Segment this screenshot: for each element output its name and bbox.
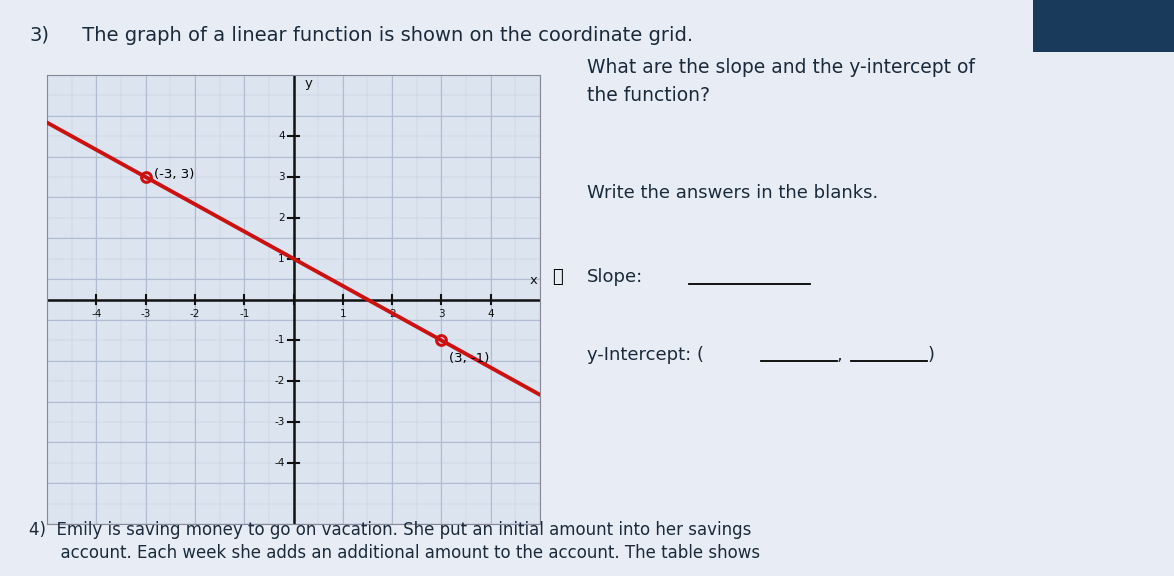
Text: Slope:: Slope: [587, 268, 643, 286]
Text: -3: -3 [141, 309, 150, 319]
Text: 4: 4 [278, 131, 284, 141]
Text: ,: , [837, 346, 843, 363]
Text: ): ) [927, 346, 935, 363]
Text: 1: 1 [278, 253, 284, 264]
Text: -4: -4 [92, 309, 101, 319]
Text: 4)  Emily is saving money to go on vacation. She put an initial amount into her : 4) Emily is saving money to go on vacati… [29, 521, 751, 539]
Text: 1: 1 [339, 309, 346, 319]
Text: 2: 2 [389, 309, 396, 319]
Text: -2: -2 [275, 376, 284, 386]
Text: The graph of a linear function is shown on the coordinate grid.: The graph of a linear function is shown … [76, 26, 694, 45]
Text: 3): 3) [29, 26, 49, 45]
Text: account. Each week she adds an additional amount to the account. The table shows: account. Each week she adds an additiona… [29, 544, 761, 562]
Text: 3: 3 [278, 172, 284, 182]
Text: (3, -1): (3, -1) [448, 352, 490, 365]
Text: 3: 3 [438, 309, 445, 319]
Text: -1: -1 [275, 335, 284, 346]
Text: ✋: ✋ [552, 268, 564, 286]
Text: What are the slope and the y-intercept of
the function?: What are the slope and the y-intercept o… [587, 58, 974, 105]
Text: (-3, 3): (-3, 3) [155, 168, 195, 181]
Text: -1: -1 [239, 309, 249, 319]
Text: y-Intercept: (: y-Intercept: ( [587, 346, 704, 363]
Text: x: x [529, 274, 538, 287]
Text: Write the answers in the blanks.: Write the answers in the blanks. [587, 184, 878, 202]
Text: -2: -2 [190, 309, 200, 319]
Text: -4: -4 [275, 458, 284, 468]
Text: y: y [304, 77, 312, 90]
Text: -3: -3 [275, 417, 284, 427]
Text: 4: 4 [487, 309, 494, 319]
Text: 2: 2 [278, 213, 284, 223]
